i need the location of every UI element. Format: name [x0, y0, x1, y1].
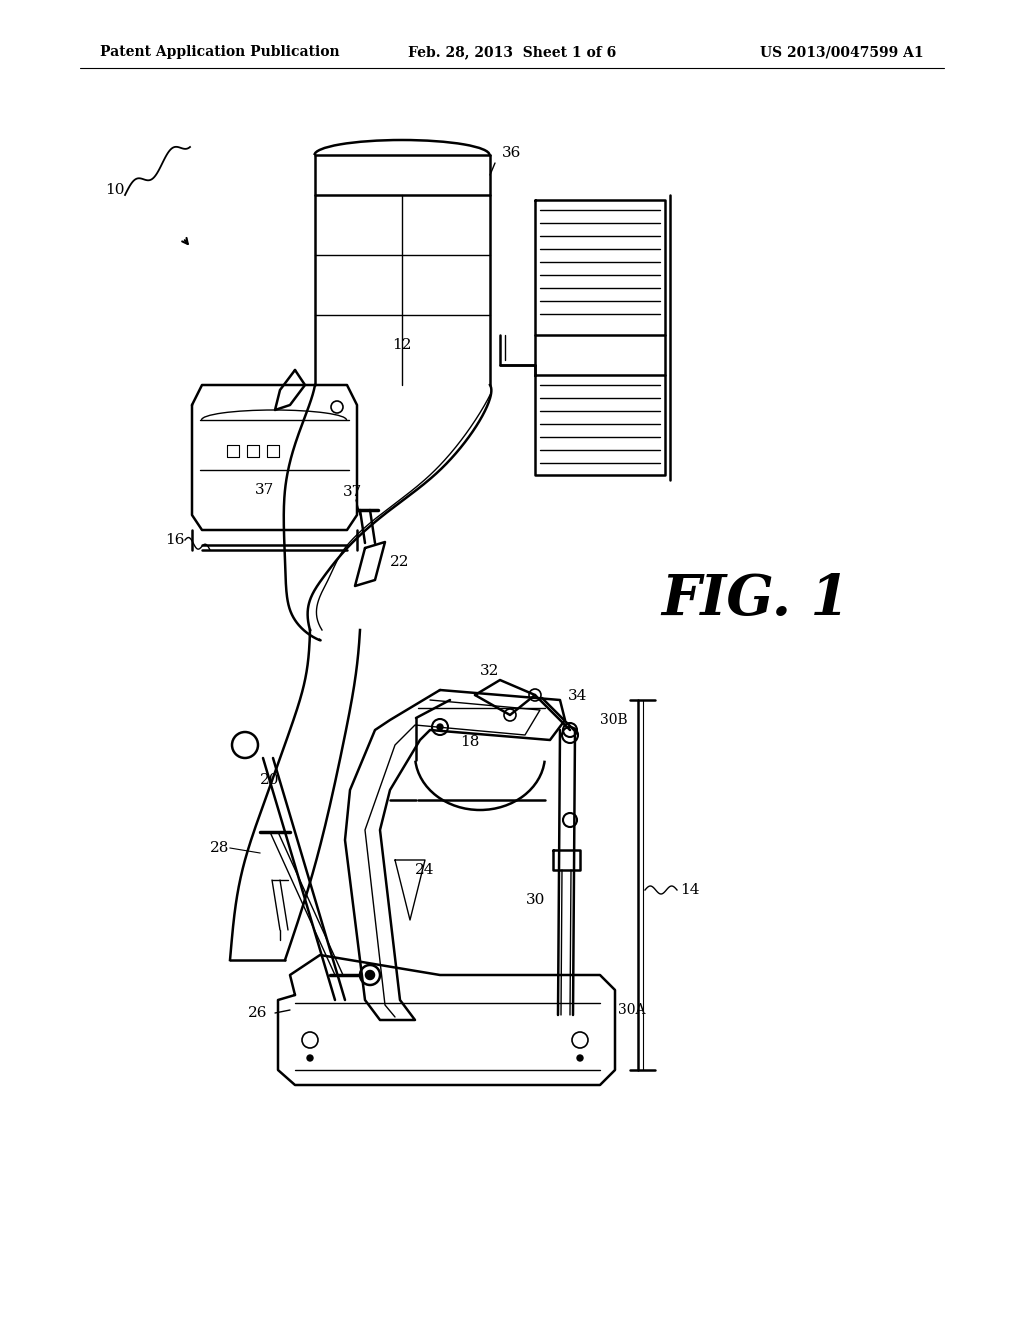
Text: FIG. 1: FIG. 1	[660, 573, 849, 627]
Circle shape	[577, 1055, 583, 1061]
Text: Feb. 28, 2013  Sheet 1 of 6: Feb. 28, 2013 Sheet 1 of 6	[408, 45, 616, 59]
Text: 20: 20	[260, 774, 280, 787]
Text: 12: 12	[392, 338, 412, 352]
Text: Patent Application Publication: Patent Application Publication	[100, 45, 340, 59]
Text: 30B: 30B	[600, 713, 628, 727]
Text: 18: 18	[461, 735, 479, 748]
Text: 16: 16	[165, 533, 184, 546]
Circle shape	[437, 723, 443, 730]
Text: 10: 10	[105, 183, 125, 197]
Text: US 2013/0047599 A1: US 2013/0047599 A1	[761, 45, 924, 59]
Circle shape	[307, 1055, 313, 1061]
Text: 37: 37	[254, 483, 273, 498]
Text: 24: 24	[416, 863, 435, 876]
Text: 37: 37	[343, 484, 362, 499]
Text: 28: 28	[210, 841, 229, 855]
Text: 26: 26	[248, 1006, 267, 1020]
Text: 14: 14	[680, 883, 699, 898]
Text: 32: 32	[480, 664, 500, 678]
Text: 34: 34	[568, 689, 588, 704]
Text: 30: 30	[525, 894, 545, 907]
Text: 22: 22	[390, 554, 410, 569]
Text: 36: 36	[502, 147, 521, 160]
Text: 30A: 30A	[618, 1003, 645, 1016]
Circle shape	[366, 972, 374, 979]
